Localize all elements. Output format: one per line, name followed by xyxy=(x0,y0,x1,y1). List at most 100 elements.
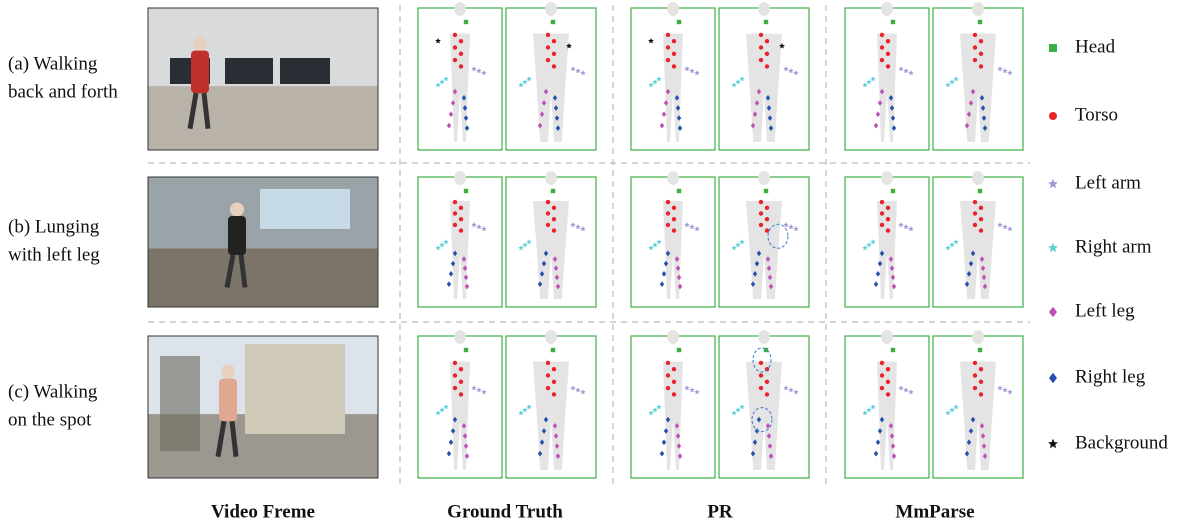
marker-circle xyxy=(759,58,763,62)
marker-circle xyxy=(552,392,556,396)
marker-circle xyxy=(672,380,676,384)
marker-circle xyxy=(880,373,884,377)
window xyxy=(260,189,350,229)
marker-circle xyxy=(1049,112,1057,120)
marker-diamond xyxy=(1049,373,1057,383)
marker-circle xyxy=(880,200,884,204)
person-head xyxy=(221,365,235,379)
pose-panel xyxy=(631,171,715,307)
marker-circle xyxy=(765,217,769,221)
marker-square xyxy=(891,20,895,24)
screen xyxy=(280,58,330,84)
marker-circle xyxy=(546,373,550,377)
marker-square xyxy=(1049,44,1057,52)
marker-circle xyxy=(552,64,556,68)
marker-circle xyxy=(973,200,977,204)
marker-circle xyxy=(886,39,890,43)
marker-circle xyxy=(973,45,977,49)
marker-square xyxy=(464,20,468,24)
marker-circle xyxy=(759,361,763,365)
pose-panel xyxy=(933,2,1023,150)
marker-square xyxy=(978,20,982,24)
marker-circle xyxy=(453,33,457,37)
pose-panel xyxy=(719,2,809,150)
marker-circle xyxy=(459,64,463,68)
marker-circle xyxy=(459,367,463,371)
marker-square xyxy=(978,348,982,352)
marker-circle xyxy=(552,380,556,384)
marker-circle xyxy=(459,392,463,396)
marker-circle xyxy=(552,39,556,43)
marker-circle xyxy=(546,386,550,390)
pose-panel xyxy=(719,330,809,478)
marker-circle xyxy=(886,217,890,221)
marker-circle xyxy=(973,223,977,227)
marker-circle xyxy=(672,52,676,56)
marker-circle xyxy=(546,361,550,365)
frame-floor xyxy=(148,249,378,308)
marker-circle xyxy=(672,367,676,371)
marker-circle xyxy=(453,361,457,365)
legend-label: Left arm xyxy=(1075,172,1141,193)
pose-panel xyxy=(845,171,929,307)
marker-circle xyxy=(666,58,670,62)
marker-square xyxy=(677,189,681,193)
marker-circle xyxy=(666,45,670,49)
marker-circle xyxy=(886,367,890,371)
marker-circle xyxy=(666,200,670,204)
legend-label: Head xyxy=(1075,36,1116,57)
marker-circle xyxy=(765,380,769,384)
column-title: MmParse xyxy=(895,501,974,522)
marker-circle xyxy=(759,223,763,227)
marker-circle xyxy=(546,45,550,49)
marker-circle xyxy=(765,52,769,56)
marker-square xyxy=(551,20,555,24)
column-title: Video Freme xyxy=(211,501,315,522)
marker-circle xyxy=(880,33,884,37)
video-frame xyxy=(148,177,378,307)
marker-circle xyxy=(979,217,983,221)
row-label: on the spot xyxy=(8,409,92,430)
marker-circle xyxy=(759,211,763,215)
marker-circle xyxy=(453,373,457,377)
marker-circle xyxy=(886,64,890,68)
marker-circle xyxy=(765,392,769,396)
marker-circle xyxy=(552,217,556,221)
marker-circle xyxy=(459,206,463,210)
marker-square xyxy=(891,348,895,352)
pose-panel xyxy=(845,330,929,478)
marker-square xyxy=(764,189,768,193)
marker-circle xyxy=(759,45,763,49)
marker-circle xyxy=(886,392,890,396)
marker-circle xyxy=(459,39,463,43)
frame-floor xyxy=(148,86,378,150)
marker-circle xyxy=(765,228,769,232)
marker-circle xyxy=(672,228,676,232)
person-head xyxy=(193,37,207,51)
marker-circle xyxy=(666,223,670,227)
marker-circle xyxy=(552,206,556,210)
marker-circle xyxy=(453,200,457,204)
video-frame xyxy=(148,8,378,150)
marker-circle xyxy=(666,33,670,37)
marker-square xyxy=(464,189,468,193)
marker-circle xyxy=(666,386,670,390)
marker-square xyxy=(764,20,768,24)
pose-panel xyxy=(506,2,596,150)
legend-label: Background xyxy=(1075,432,1168,453)
marker-circle xyxy=(459,380,463,384)
marker-circle xyxy=(886,228,890,232)
pose-panel xyxy=(933,330,1023,478)
pose-panel xyxy=(418,2,502,150)
marker-circle xyxy=(880,211,884,215)
marker-square xyxy=(464,348,468,352)
marker-circle xyxy=(759,200,763,204)
row-label: with left leg xyxy=(8,244,100,265)
pose-panel xyxy=(631,2,715,150)
marker-circle xyxy=(552,52,556,56)
marker-circle xyxy=(765,64,769,68)
marker-circle xyxy=(546,200,550,204)
marker-circle xyxy=(546,58,550,62)
marker-circle xyxy=(666,361,670,365)
marker-circle xyxy=(759,33,763,37)
